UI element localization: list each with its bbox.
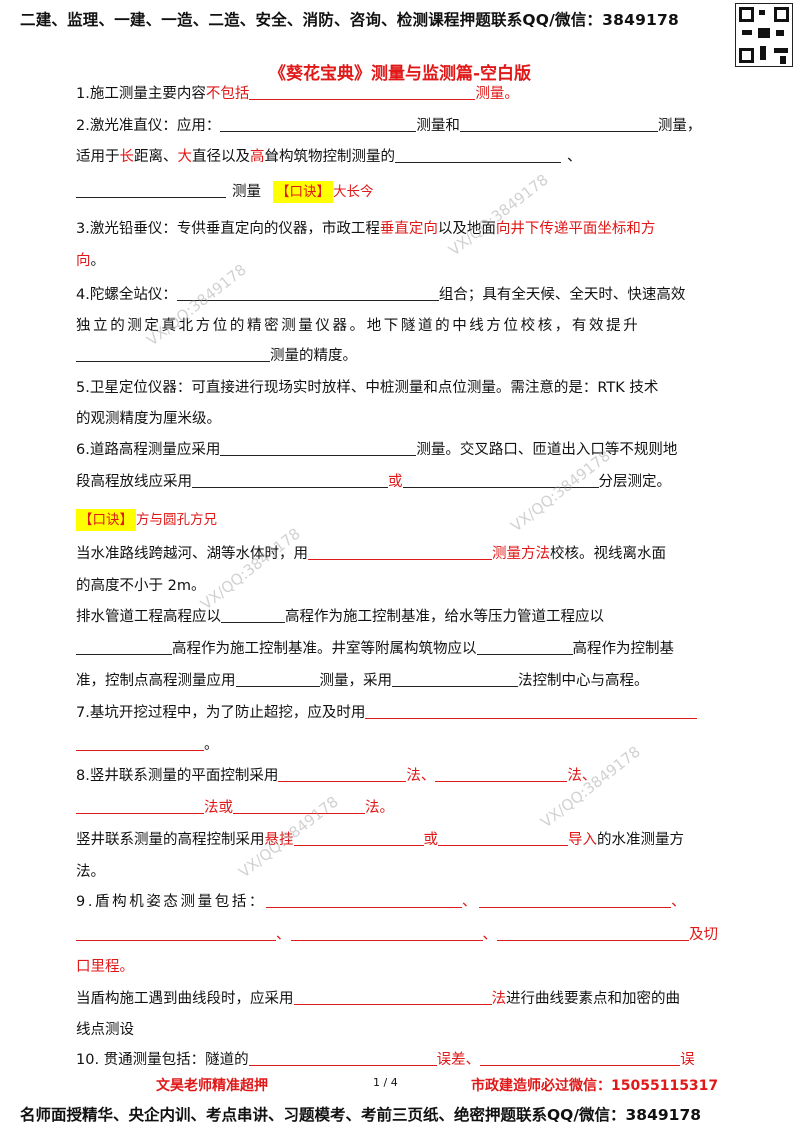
item-6-koujue: 【口诀】 方与圆孔方兄 <box>76 509 217 531</box>
blank[interactable] <box>76 926 276 941</box>
blank[interactable] <box>365 704 698 719</box>
blank[interactable] <box>278 767 407 782</box>
water-line-2: 的高度不小于 2m。 <box>76 578 206 594</box>
watermark-text: VX/QQ:3849178 <box>143 260 250 350</box>
footer-left: 文昊老师精准超押 <box>156 1078 268 1094</box>
watermark-text: VX/QQ:3849178 <box>197 524 304 614</box>
drain-line-2: 高程作为施工控制基准。井室等附属构筑物应以 高程作为控制基 <box>76 639 674 659</box>
blank[interactable] <box>459 117 658 132</box>
curve-line-1: 当盾构施工遇到曲线段时，应采用 法进行曲线要素点和加密的曲 <box>76 990 680 1007</box>
blank[interactable] <box>497 926 689 941</box>
item-8-line-1: 8.竖井联系测量的平面控制采用 法、 法、 <box>76 767 597 784</box>
blank[interactable] <box>76 799 204 814</box>
blank[interactable] <box>76 183 226 198</box>
water-line-1: 当水准路线跨越河、湖等水体时，用 测量方法校核。视线离水面 <box>76 545 666 562</box>
item-8-line-2: 法或 法。 <box>76 798 394 818</box>
watermark-text: VX/QQ:3849178 <box>445 170 552 260</box>
drain-line-1: 排水管道工程高程应以 高程作为施工控制基准，给水等压力管道工程应以 <box>76 608 604 625</box>
blank[interactable] <box>266 893 463 908</box>
blank[interactable] <box>476 640 573 655</box>
blank[interactable] <box>76 347 270 362</box>
blank[interactable] <box>220 117 417 132</box>
item-2-line-2: 适用于长距离、大直径以及高耸构筑物控制测量的、 <box>76 148 582 165</box>
item-7-line-1: 7.基坑开挖过程中，为了防止超挖，应及时用 <box>76 703 698 723</box>
blank[interactable] <box>76 640 172 655</box>
item-1: 1.施工测量主要内容不包括 测量。 <box>76 85 519 102</box>
item-3-line-2: 向。 <box>76 253 105 269</box>
blank[interactable] <box>395 148 561 163</box>
item-8-line-4: 法。 <box>76 864 105 880</box>
document-title: 《葵花宝典》测量与监测篇-空白版 <box>268 64 532 84</box>
item-2-line-3: 测量 【口诀】 大长今 <box>76 181 374 203</box>
item-4-line-3: 测量的精度。 <box>76 346 357 366</box>
drain-line-3: 准，控制点高程测量应用 测量，采用 法控制中心与高程。 <box>76 672 649 689</box>
item-4-line-1: 4.陀螺全站仪： 组合；具有全天候、全天时、快速高效 <box>76 286 686 303</box>
blank[interactable] <box>76 736 204 751</box>
footer-right: 市政建造师必过微信：15055115317 <box>471 1078 719 1094</box>
blank[interactable] <box>308 545 492 560</box>
item-9-line-2: 、、及切 <box>76 925 718 945</box>
blank[interactable] <box>290 926 483 941</box>
blank[interactable] <box>293 831 424 846</box>
item-9-line-3: 口里程。 <box>76 959 134 975</box>
blank[interactable] <box>293 990 492 1005</box>
blank[interactable] <box>221 608 285 623</box>
blank[interactable] <box>480 1051 681 1066</box>
item-6-line-1: 6.道路高程测量应采用 测量。交叉路口、匝道出入口等不规则地 <box>76 441 678 458</box>
koujue-tag: 【口诀】 <box>273 181 333 203</box>
item-8-line-3: 竖井联系测量的高程控制采用悬挂或导入的水准测量方 <box>76 831 684 848</box>
blank[interactable] <box>248 1051 437 1066</box>
blank[interactable] <box>220 441 417 456</box>
qr-code-icon <box>735 3 793 67</box>
blank[interactable] <box>249 85 476 100</box>
watermark-text: VX/QQ:3849178 <box>537 742 644 832</box>
header-contact: 二建、监理、一建、一造、二造、安全、消防、咨询、检测课程押题联系QQ/微信：38… <box>20 11 680 29</box>
footer-contact: 名师面授精华、央企内训、考点串讲、习题模考、考前三页纸、绝密押题联系QQ/微信：… <box>20 1106 702 1124</box>
item-7-line-2: 。 <box>76 735 219 755</box>
item-6-line-2: 段高程放线应采用或分层测定。 <box>76 473 671 490</box>
blank[interactable] <box>435 767 568 782</box>
blank[interactable] <box>176 286 439 301</box>
curve-line-2: 线点测设 <box>76 1022 134 1038</box>
item-3-line-1: 3.激光铅垂仪：专供垂直定向的仪器，市政工程垂直定向以及地面向井下传递平面坐标和… <box>76 221 656 237</box>
item-5-line-2: 的观测精度为厘米级。 <box>76 411 221 427</box>
item-5-line-1: 5.卫星定位仪器：可直接进行现场实时放样、中桩测量和点位测量。需注意的是：RTK… <box>76 380 659 396</box>
item-9-line-1: 9.盾构机姿态测量包括：、、 <box>76 893 689 910</box>
blank[interactable] <box>233 799 365 814</box>
item-2-line-1: 2.激光准直仪：应用： 测量和 测量， <box>76 117 702 134</box>
blank[interactable] <box>479 893 672 908</box>
koujue-tag: 【口诀】 <box>76 509 136 531</box>
blank[interactable] <box>392 672 518 687</box>
blank[interactable] <box>402 473 599 488</box>
blank[interactable] <box>235 672 320 687</box>
page-number: 1 / 4 <box>373 1076 398 1089</box>
item-4-line-2: 独立的测定真北方位的精密测量仪器。地下隧道的中线方位校核，有效提升 <box>76 318 641 334</box>
blank[interactable] <box>438 831 568 846</box>
item-10: 10. 贯通测量包括：隧道的 误差、误 <box>76 1051 695 1068</box>
blank[interactable] <box>192 473 388 488</box>
